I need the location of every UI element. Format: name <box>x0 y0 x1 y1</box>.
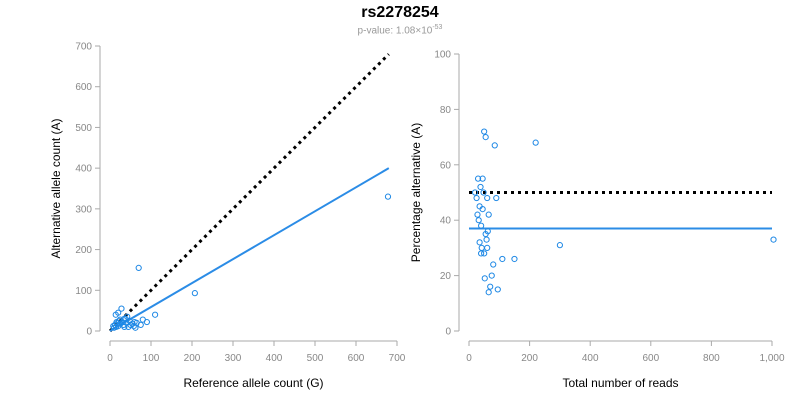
x-tick-label: 1,000 <box>759 353 784 364</box>
p-value-prefix: p-value: 1.08×10 <box>357 25 433 37</box>
data-point <box>115 309 122 316</box>
y-tick-label: 100 <box>434 50 451 61</box>
x-tick-label: 700 <box>389 353 406 364</box>
data-point <box>471 189 479 196</box>
data-point <box>152 311 159 318</box>
y-axis-title: Percentage alternative (A) <box>409 123 423 262</box>
y-tick-label: 200 <box>75 245 92 256</box>
plot-panel-right: 0 20 40 60 80 100 0 200 400 600 800 1,000 Total numb… <box>409 50 785 391</box>
data-point <box>479 175 486 182</box>
x-tick-label: 600 <box>642 353 659 364</box>
data-point <box>485 211 492 218</box>
data-point <box>478 250 485 257</box>
data-point <box>135 264 142 271</box>
data-point <box>477 183 484 191</box>
data-point <box>475 217 482 224</box>
x-axis-title: Reference allele count (G) <box>183 376 323 390</box>
y-tick-label: 0 <box>86 327 92 338</box>
x-tick-label: 800 <box>703 353 720 364</box>
x-tick-label: 400 <box>582 353 599 364</box>
data-point <box>556 242 564 249</box>
data-point <box>476 239 483 246</box>
x-tick-label: 600 <box>348 353 365 364</box>
data-point <box>487 283 494 290</box>
y-tick-label: 400 <box>75 164 92 175</box>
data-point <box>770 236 777 243</box>
reference-line <box>108 53 390 333</box>
data-point <box>483 236 490 243</box>
data-point <box>488 272 495 279</box>
data-point <box>499 255 506 263</box>
x-tick-label: 500 <box>307 353 324 364</box>
y-tick-label: 300 <box>75 204 92 215</box>
data-point <box>137 321 144 328</box>
plot-panel-left: 0 100 200 300 400 500 600 700 0 100 200 300 400 500 60… <box>49 42 406 391</box>
data-point <box>484 194 491 202</box>
y-tick-label: 20 <box>440 271 452 282</box>
x-tick-label: 300 <box>225 353 242 364</box>
y-tick-label: 80 <box>440 105 452 116</box>
data-point <box>143 318 150 326</box>
p-value-exponent: -53 <box>432 24 443 31</box>
data-point <box>118 305 125 312</box>
data-point <box>484 244 491 251</box>
y-tick-label: 40 <box>440 216 452 227</box>
data-point <box>473 194 480 202</box>
data-point <box>474 211 481 218</box>
data-point <box>491 142 498 149</box>
data-point <box>484 228 491 235</box>
data-point <box>481 275 488 282</box>
data-point <box>480 189 487 196</box>
data-point <box>191 290 198 297</box>
data-point <box>478 222 485 229</box>
data-point <box>121 315 128 322</box>
y-axis-title: Alternative allele count (A) <box>49 118 63 258</box>
x-axis-title: Total number of reads <box>562 376 678 390</box>
data-point <box>485 289 492 296</box>
y-tick-label: 500 <box>75 123 92 134</box>
y-tick-label: 60 <box>440 160 452 171</box>
data-point <box>481 250 488 257</box>
data-point <box>532 139 539 146</box>
x-tick-label: 200 <box>521 353 538 364</box>
data-point <box>111 324 118 331</box>
x-tick-label: 200 <box>184 353 201 364</box>
y-tick-label: 100 <box>75 286 92 297</box>
data-point <box>113 318 120 326</box>
data-point <box>474 175 482 182</box>
data-point <box>478 244 485 251</box>
data-point <box>493 194 500 202</box>
data-point <box>482 134 489 141</box>
y-tick-label: 700 <box>75 42 92 53</box>
data-point <box>494 286 501 293</box>
fit-line <box>109 167 390 332</box>
data-point <box>511 255 518 263</box>
x-tick-label: 100 <box>143 353 160 364</box>
y-tick-label: 0 <box>445 327 451 338</box>
x-tick-label: 0 <box>466 353 472 364</box>
data-point <box>490 261 497 268</box>
x-tick-label: 0 <box>107 353 113 364</box>
x-tick-label: 400 <box>266 353 283 364</box>
data-point <box>481 128 488 135</box>
y-tick-label: 600 <box>75 82 92 93</box>
chart-title: rs2278254 <box>361 4 439 21</box>
p-value-label: p-value: 1.08×10-53 <box>0 24 800 36</box>
data-point <box>384 193 392 200</box>
data-point <box>479 206 486 213</box>
